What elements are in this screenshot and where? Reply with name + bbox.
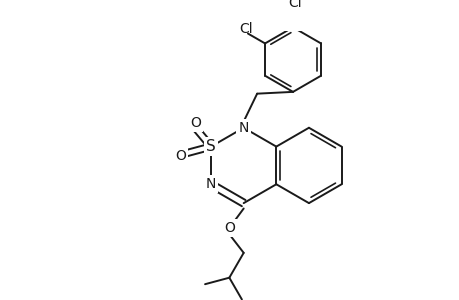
Text: S: S (206, 139, 215, 154)
Text: N: N (206, 177, 216, 191)
Text: O: O (175, 149, 186, 163)
Text: O: O (190, 116, 200, 130)
Text: N: N (238, 121, 248, 135)
Text: Cl: Cl (239, 22, 252, 36)
Text: Cl: Cl (287, 0, 301, 10)
Text: O: O (224, 221, 234, 235)
